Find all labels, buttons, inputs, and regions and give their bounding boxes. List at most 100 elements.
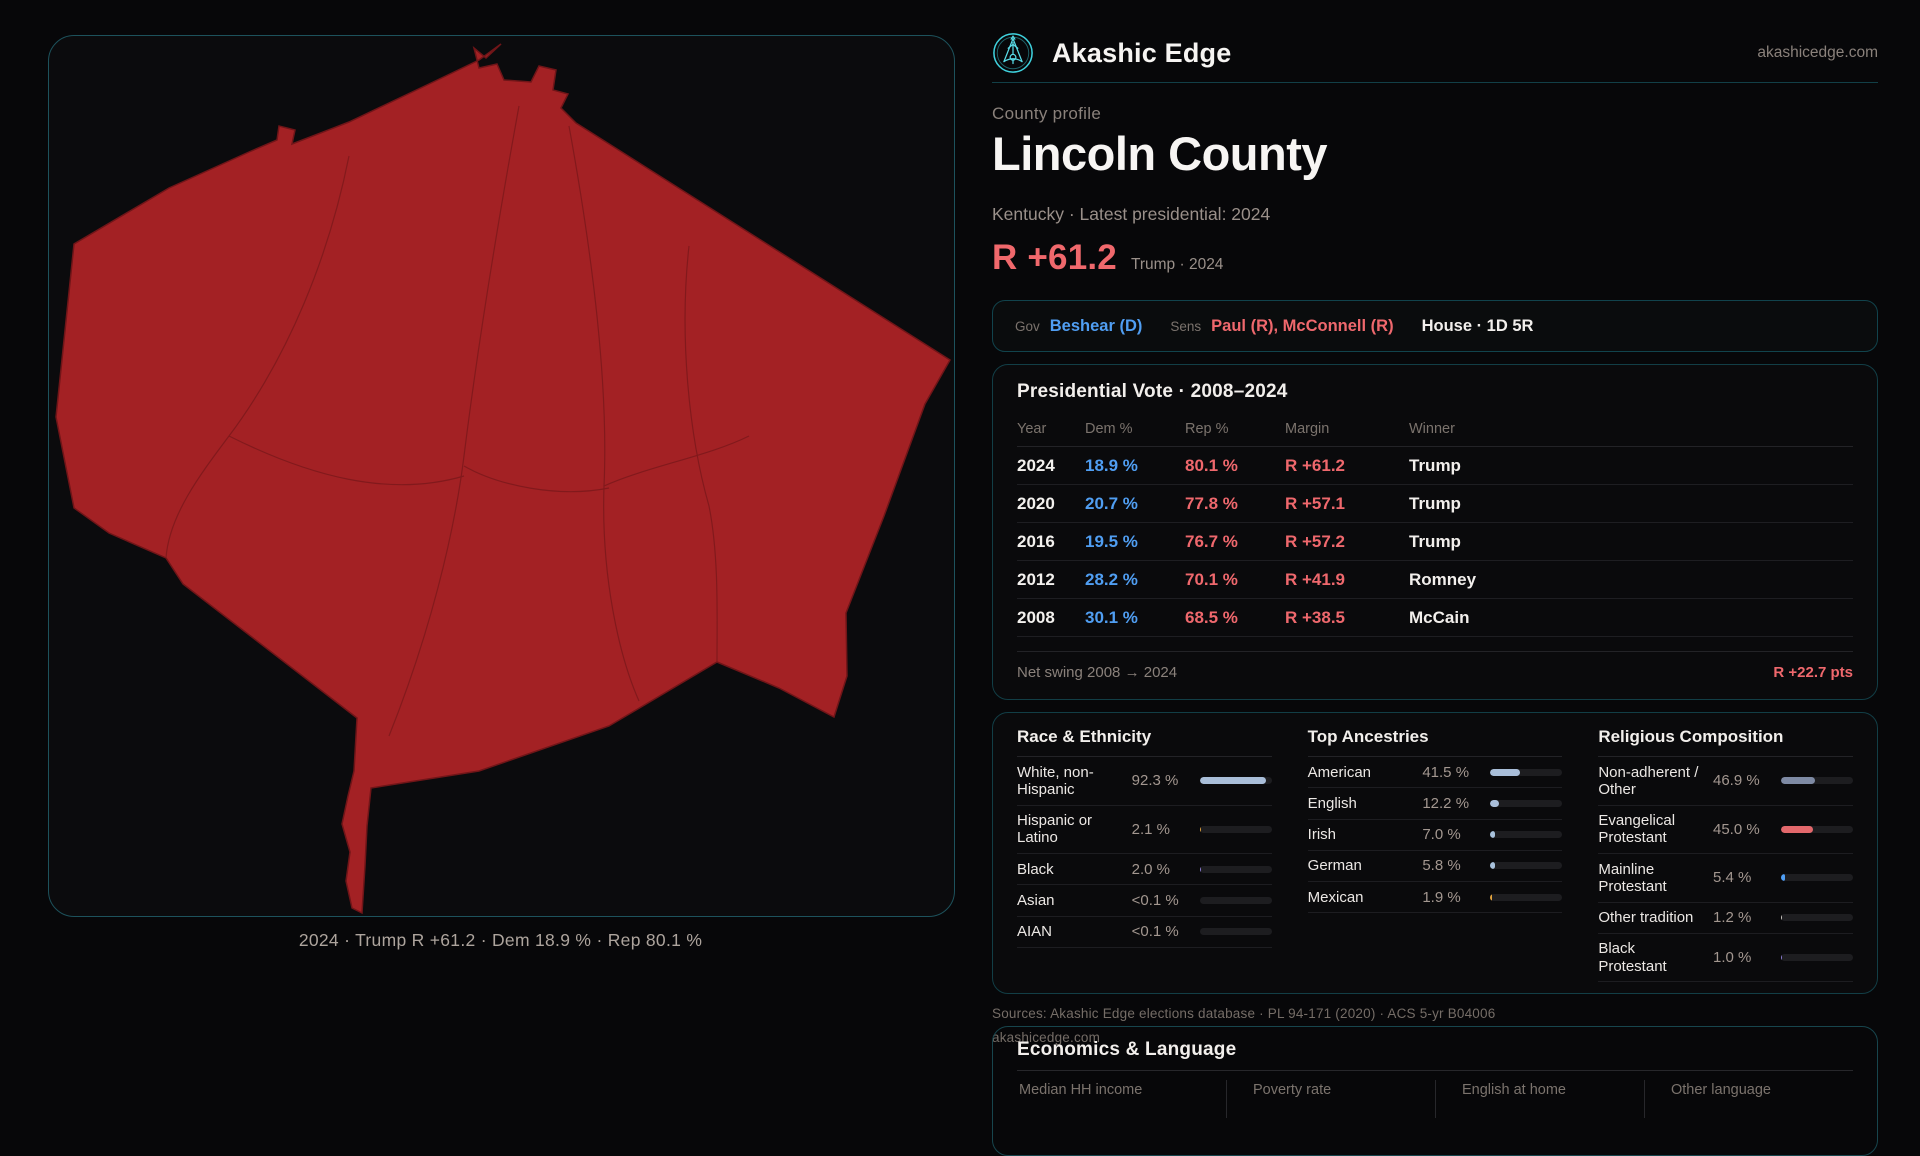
- brand-name: Akashic Edge: [1052, 37, 1232, 68]
- sens-label: Sens: [1170, 318, 1202, 334]
- net-swing-row: Net swing 2008 → 2024 R +22.7 pts: [1017, 651, 1853, 681]
- demo-bar-track: [1781, 777, 1853, 785]
- vote-table-row: 2024 18.9 % 80.1 % R +61.2 Trump: [1017, 447, 1853, 485]
- demo-value: 92.3 %: [1131, 772, 1179, 790]
- demo-label: Mexican: [1307, 888, 1364, 906]
- header-divider: [992, 82, 1878, 83]
- vote-cell: R +38.5: [1285, 607, 1346, 627]
- vote-cell: 70.1 %: [1185, 569, 1238, 589]
- top-ancestries-title: Top Ancestries: [1307, 727, 1563, 757]
- vote-cell: 20.7 %: [1085, 493, 1138, 513]
- demo-bar-fill: [1490, 799, 1500, 807]
- vote-cell: R +41.9: [1285, 569, 1346, 589]
- site-domain-link[interactable]: akashicedge.com: [1757, 44, 1878, 61]
- county-shape: [55, 43, 952, 915]
- race-ethnicity-column: Race & Ethnicity White, non-Hispanic 92.3…: [1017, 727, 1272, 982]
- demo-label: Black Protestant: [1598, 940, 1667, 975]
- vote-cell: 68.5 %: [1185, 607, 1238, 627]
- demo-label: Mainline Protestant: [1598, 860, 1667, 895]
- religious-composition-column: Religious Composition Non-adherent / Oth…: [1598, 727, 1853, 983]
- demo-label: American: [1307, 763, 1372, 781]
- demo-value: 5.4 %: [1713, 869, 1752, 887]
- page-eyebrow: County profile: [992, 104, 1102, 123]
- demo-bar-track: [1490, 893, 1563, 901]
- vote-col-header: Winner: [1409, 421, 1455, 437]
- vote-panel-title: Presidential Vote · 2008–2024: [1017, 381, 1288, 402]
- demo-value: 2.0 %: [1131, 860, 1171, 878]
- vote-cell: Trump: [1409, 493, 1461, 513]
- demo-row: Mexican 1.9 %: [1307, 882, 1563, 914]
- app-header: Akashic Edge akashicedge.com: [992, 28, 1878, 78]
- demo-value: 1.2 %: [1713, 909, 1752, 927]
- demo-value: 12.2 %: [1422, 794, 1470, 812]
- demo-label: Black: [1017, 860, 1054, 878]
- vote-cell: 2024: [1017, 455, 1055, 475]
- vote-cell: 2012: [1017, 569, 1055, 589]
- precinct-boundaries: [165, 105, 750, 737]
- demo-bar-fill: [1781, 954, 1783, 961]
- vote-col-header: Year: [1017, 421, 1047, 437]
- page-subtitle: Kentucky · Latest presidential: 2024: [992, 204, 1271, 224]
- top-ancestries-column: Top Ancestries American 41.5 % English 12.2…: [1307, 727, 1563, 982]
- vote-cell: 76.7 %: [1185, 531, 1238, 551]
- county-profile-pane: Akashic Edge akashicedge.com County prof…: [992, 0, 1878, 1156]
- vote-cell: 19.5 %: [1085, 531, 1138, 551]
- margin-note: Trump · 2024: [1130, 256, 1224, 273]
- akashic-edge-logo-icon[interactable]: [992, 32, 1034, 74]
- economics-column-label: Other language: [1644, 1080, 1853, 1118]
- demo-value: 41.5 %: [1422, 763, 1470, 781]
- county-map-panel[interactable]: [48, 35, 955, 917]
- vote-table-row: 2012 28.2 % 70.1 % R +41.9 Romney: [1017, 561, 1853, 599]
- demo-label: Non-adherent / Other: [1598, 763, 1699, 798]
- economics-column-label: Median HH income: [1019, 1082, 1143, 1098]
- demo-bar-track: [1199, 825, 1272, 833]
- demo-label: Hispanic or Latino: [1017, 812, 1093, 847]
- margin-value: R +61.2: [992, 238, 1117, 277]
- demo-value: 1.0 %: [1713, 949, 1752, 966]
- demo-label: AIAN: [1017, 923, 1053, 940]
- demo-bar-track: [1490, 831, 1563, 839]
- vote-cell: Trump: [1409, 455, 1461, 475]
- demo-value: 2.1 %: [1131, 820, 1171, 838]
- net-swing-label: Net swing 2008 → 2024: [1017, 664, 1178, 681]
- vote-cell: 2020: [1017, 493, 1055, 513]
- vote-table-row: 2008 30.1 % 68.5 % R +38.5 McCain: [1017, 599, 1853, 637]
- demo-value: 46.9 %: [1713, 772, 1760, 790]
- vote-table-body: 2024 18.9 % 80.1 % R +61.2 Trump 2020 20.7 % 77…: [1017, 447, 1853, 637]
- demo-bar-track: [1781, 914, 1853, 922]
- demo-row: Black Protestant 1.0 %: [1598, 934, 1853, 983]
- demo-bar-fill: [1490, 768, 1521, 776]
- vote-table-row: 2016 19.5 % 76.7 % R +57.2 Trump: [1017, 523, 1853, 561]
- vote-col-header: Margin: [1285, 421, 1330, 437]
- officials-bar: Gov Beshear (D) Sens Paul (R), McConnell…: [992, 300, 1878, 352]
- demo-value: <0.1 %: [1131, 891, 1179, 909]
- vote-table-header: Year Dem % Rep % Margin Winner: [1017, 415, 1853, 447]
- vote-cell: 28.2 %: [1085, 569, 1138, 589]
- latest-margin: R +61.2 Trump · 2024: [992, 238, 1223, 278]
- vote-cell: Romney: [1409, 569, 1477, 589]
- economics-column-label: English at home: [1435, 1080, 1644, 1118]
- demo-bar-fill: [1781, 874, 1785, 882]
- demo-row: Hispanic or Latino 2.1 %: [1017, 806, 1272, 854]
- demo-row: White, non-Hispanic 92.3 %: [1017, 757, 1272, 806]
- demographics-panel: Race & Ethnicity White, non-Hispanic 92.3…: [992, 712, 1878, 994]
- vote-col-header: Rep %: [1185, 421, 1229, 437]
- demo-label: Evangelical Protestant: [1598, 812, 1676, 847]
- demo-label: English: [1307, 794, 1357, 812]
- demo-bar-fill: [1490, 893, 1492, 901]
- county-map[interactable]: [49, 36, 954, 916]
- demo-bar-track: [1199, 896, 1272, 904]
- vote-cell: 77.8 %: [1185, 493, 1238, 513]
- vote-cell: R +57.2: [1285, 531, 1346, 551]
- demo-row: English 12.2 %: [1307, 788, 1563, 820]
- demo-row: Irish 7.0 %: [1307, 820, 1563, 851]
- demo-row: Black 2.0 %: [1017, 854, 1272, 886]
- demo-row: Other tradition 1.2 %: [1598, 903, 1853, 934]
- net-swing-value: R +22.7 pts: [1773, 664, 1853, 681]
- demo-bar-fill: [1199, 777, 1267, 785]
- demo-bar-fill: [1199, 865, 1202, 873]
- demo-label: Other tradition: [1598, 909, 1694, 926]
- demo-bar-track: [1781, 874, 1853, 882]
- vote-col-header: Dem %: [1085, 421, 1133, 437]
- demo-label: German: [1307, 857, 1362, 875]
